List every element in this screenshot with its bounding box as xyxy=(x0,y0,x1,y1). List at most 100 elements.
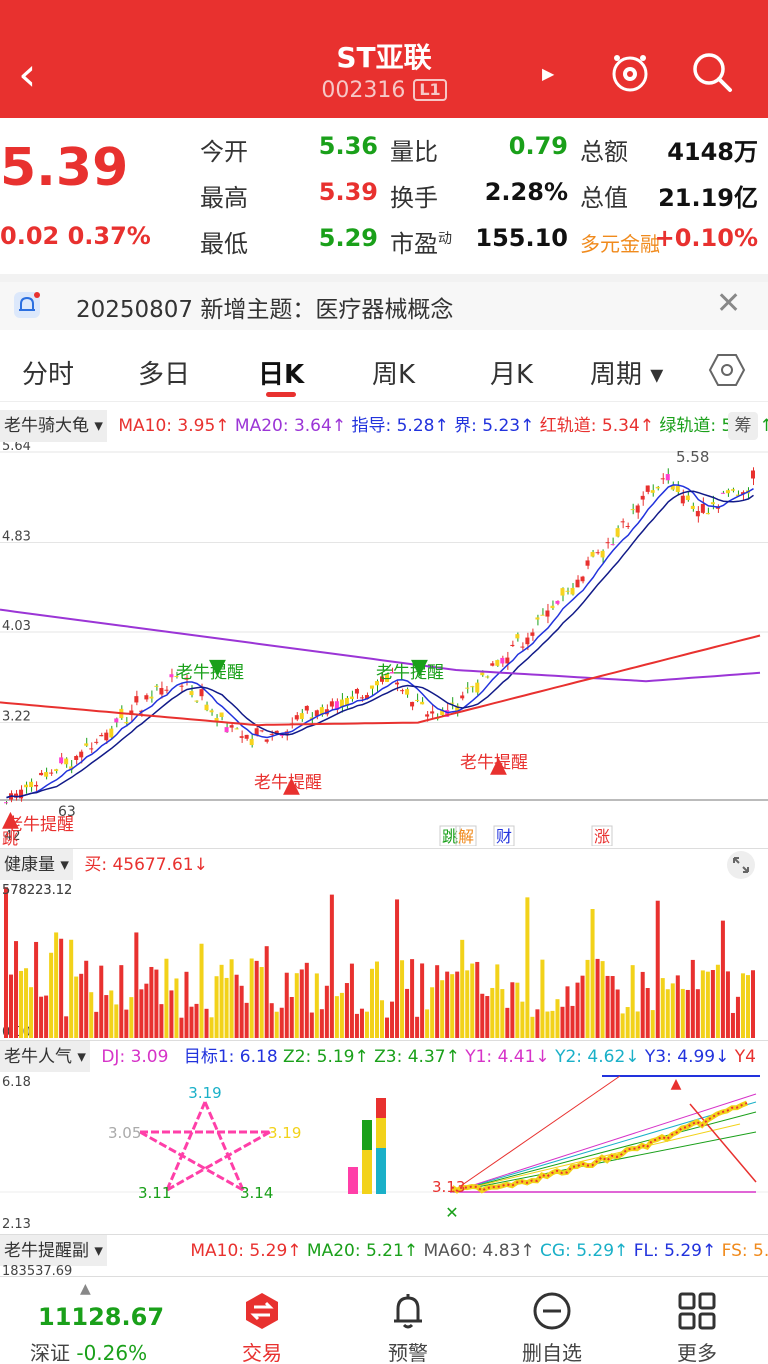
candle xyxy=(369,685,374,689)
candle xyxy=(204,704,209,711)
volume-bar xyxy=(104,995,109,1038)
candle xyxy=(650,490,655,493)
sub-indicator-select[interactable]: 老牛提醒副 ▾ xyxy=(0,1235,107,1266)
volume-bar xyxy=(239,985,244,1038)
volume-bar xyxy=(710,970,715,1038)
index-row[interactable]: 深证 -0.26% xyxy=(30,1341,148,1364)
quote-field-value: 0.79 xyxy=(508,132,568,160)
volume-bar xyxy=(294,973,299,1038)
robot-icon[interactable] xyxy=(608,50,652,94)
indicator-value: MA60: 4.83↑ xyxy=(423,1241,541,1261)
nav-alert-label[interactable]: 预警 xyxy=(388,1341,428,1364)
volume-bar xyxy=(34,941,39,1038)
candle xyxy=(640,495,645,500)
signal-label: 老牛提醒 xyxy=(460,753,528,773)
volume-bar xyxy=(575,982,580,1038)
expand-up-icon[interactable]: ▲ xyxy=(80,1281,91,1297)
volume-bar xyxy=(680,988,685,1038)
index-value[interactable]: 11128.67 xyxy=(38,1303,165,1331)
stock-title: ST亚联 xyxy=(336,41,432,74)
pop-bar xyxy=(376,1118,386,1148)
signal-arrow: ▼ xyxy=(411,655,428,680)
expand-icon[interactable] xyxy=(726,850,756,880)
volume-bar xyxy=(700,970,705,1038)
volume-bar xyxy=(124,1009,129,1038)
volume-bar xyxy=(209,1017,214,1038)
nav-more-label[interactable]: 更多 xyxy=(677,1341,717,1364)
candle xyxy=(590,551,595,557)
volume-bar xyxy=(219,964,224,1038)
fan-line xyxy=(451,1093,757,1193)
tab-2[interactable]: 日K xyxy=(258,360,305,390)
trade-icon[interactable] xyxy=(242,1291,282,1331)
candle xyxy=(174,675,179,677)
volume-indicator-select[interactable]: 健康量 ▾ xyxy=(0,849,73,880)
candle xyxy=(475,682,480,693)
fan-line xyxy=(451,1075,621,1193)
quote-field-label: 最高 xyxy=(200,184,248,212)
star-top-label: 3.19 xyxy=(188,1084,221,1102)
volume-bar xyxy=(184,971,189,1038)
tab-3[interactable]: 周K xyxy=(372,360,416,390)
candle xyxy=(69,766,74,770)
candle xyxy=(605,542,610,544)
candle xyxy=(199,689,204,697)
volume-bar xyxy=(54,932,59,1038)
volume-bar xyxy=(14,941,19,1038)
candle xyxy=(495,660,500,666)
event-marker: 财 xyxy=(496,827,512,846)
volume-bar xyxy=(314,973,319,1038)
event-marker: 解 xyxy=(458,827,474,846)
candle xyxy=(234,728,239,730)
candle xyxy=(415,699,420,701)
volume-bar xyxy=(214,976,219,1038)
candle xyxy=(94,741,99,743)
tab-1[interactable]: 多日 xyxy=(138,360,191,390)
candle xyxy=(164,689,169,691)
candle xyxy=(515,634,520,639)
volume-axis-max: 578223.12 xyxy=(2,883,72,898)
candle xyxy=(655,486,660,489)
news-banner[interactable]: 20250807 新增主题：医疗器械概念 ✕ xyxy=(0,282,768,330)
tab-5[interactable]: 周期 ▾ xyxy=(590,360,664,390)
back-icon[interactable]: ‹ xyxy=(18,47,37,101)
candle xyxy=(685,495,690,501)
moving-average-line xyxy=(6,490,754,799)
volume-bar xyxy=(495,964,500,1038)
volume-bar xyxy=(720,920,725,1038)
indicator-value: Z2: 5.19↑ xyxy=(283,1047,375,1067)
candle xyxy=(134,696,139,703)
pop-bar xyxy=(362,1120,372,1150)
nav-remove-watch-label[interactable]: 删自选 xyxy=(522,1341,582,1364)
star-bl-label: 3.11 xyxy=(138,1184,171,1202)
volume-bar xyxy=(670,983,675,1038)
axis-label: 3.22 xyxy=(2,710,31,725)
candle xyxy=(660,478,665,480)
bell-icon[interactable] xyxy=(388,1291,428,1331)
volume-bar xyxy=(625,1007,630,1038)
candle xyxy=(550,605,555,609)
volume-chart[interactable]: 578223.120.00578223.12 xyxy=(0,880,768,1040)
close-icon[interactable]: ✕ xyxy=(716,286,742,321)
search-icon[interactable] xyxy=(690,50,734,94)
signal-label: 老牛提醒 xyxy=(176,663,244,683)
nav-trade-label[interactable]: 交易 xyxy=(242,1341,282,1364)
play-arrow-icon[interactable]: ▶ xyxy=(542,64,555,83)
volume-bar xyxy=(69,939,74,1038)
volume-indicator-row: 健康量 ▾ 买: 45677.61↓ xyxy=(0,848,768,880)
main-indicator-select[interactable]: 老牛骑大龟 ▾ xyxy=(0,410,107,442)
popularity-indicator-select[interactable]: 老牛人气 ▾ xyxy=(0,1041,90,1072)
candle xyxy=(390,672,395,674)
minus-circle-icon[interactable] xyxy=(532,1291,572,1331)
grid-icon[interactable] xyxy=(677,1291,717,1331)
settings-hexagon-icon[interactable] xyxy=(708,352,746,388)
tab-4[interactable]: 月K xyxy=(490,360,534,390)
popularity-chart[interactable]: 6.18 2.13 3.19 3.05 3.19 3.11 3.14 ▲ 3.13 ✕ xyxy=(0,1072,768,1234)
volume-bar xyxy=(164,958,169,1038)
candle xyxy=(104,732,109,741)
indicator-value: MA10: 5.29↑ xyxy=(190,1241,307,1261)
volume-bar xyxy=(89,992,94,1038)
chip-button[interactable]: 筹 xyxy=(728,412,758,440)
tab-0[interactable]: 分时 xyxy=(22,360,75,390)
